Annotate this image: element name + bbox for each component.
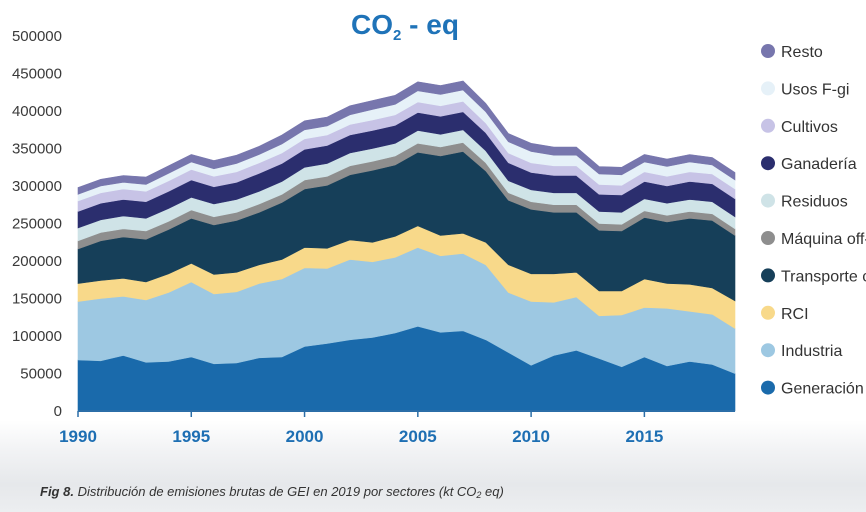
chart-title-suffix: - eq (401, 9, 459, 40)
legend-label: Ganadería (781, 156, 857, 173)
y-tick-label: 350000 (12, 141, 62, 158)
chart-title: CO2 - eq (351, 9, 459, 44)
y-tick-label: 200000 (12, 253, 62, 270)
legend-swatch (761, 305, 775, 320)
legend-label: Cultivos (781, 119, 838, 136)
legend-label: Transporte ca (781, 268, 866, 285)
area-series-group (77, 80, 736, 412)
y-tick-label: 300000 (12, 178, 62, 195)
y-tick-label: 150000 (12, 291, 62, 308)
y-tick-label: 250000 (12, 216, 62, 233)
caption-text: Distribución de emisiones brutas de GEI … (73, 484, 477, 499)
legend-label: Máquina off- (781, 231, 866, 248)
x-tick-label: 2005 (399, 427, 437, 446)
legend-swatch (761, 193, 775, 208)
x-tick-label: 1995 (172, 427, 210, 446)
legend-label: RCI (781, 306, 809, 323)
caption-fig-label: Fig 8. (40, 484, 74, 499)
x-tick-label: 2015 (625, 427, 663, 446)
chart-title-subscript: 2 (393, 27, 401, 44)
y-tick-label: 0 (54, 403, 62, 420)
legend: Resto Usos F-gi Cultivos Ganadería Residuos M… (761, 44, 866, 398)
legend-label: Industria (781, 343, 842, 360)
x-axis: 1990 1995 2000 2005 2010 2015 (59, 411, 663, 446)
y-tick-label: 450000 (12, 66, 62, 83)
legend-label: Generación e (781, 381, 866, 398)
legend-swatch (761, 268, 775, 283)
legend-label: Residuos (781, 194, 848, 211)
legend-swatch (761, 343, 775, 358)
x-tick-label: 1990 (59, 427, 97, 446)
legend-swatch (761, 380, 775, 395)
y-axis: 0 50000 100000 150000 200000 250000 300000 3500… (12, 28, 62, 420)
chart-title-main: CO (351, 9, 393, 40)
legend-swatch (761, 44, 775, 58)
area-resto (77, 80, 736, 195)
caption-text-end: eq) (481, 484, 504, 499)
y-tick-label: 500000 (12, 28, 62, 45)
y-tick-label: 400000 (12, 103, 62, 120)
legend-swatch (761, 81, 775, 96)
legend-swatch (761, 118, 775, 133)
background-gradient (0, 420, 866, 512)
legend-swatch (761, 156, 775, 171)
y-tick-label: 100000 (12, 328, 62, 345)
x-tick-label: 2000 (286, 427, 324, 446)
legend-label: Usos F-gi (781, 81, 849, 98)
legend-label: Resto (781, 44, 823, 61)
caption-subscript: 2 (476, 490, 482, 500)
y-tick-label: 50000 (20, 366, 62, 383)
figure-caption: Fig 8. Distribución de emisiones brutas … (40, 484, 504, 500)
x-tick-label: 2010 (512, 427, 550, 446)
legend-swatch (761, 231, 775, 245)
